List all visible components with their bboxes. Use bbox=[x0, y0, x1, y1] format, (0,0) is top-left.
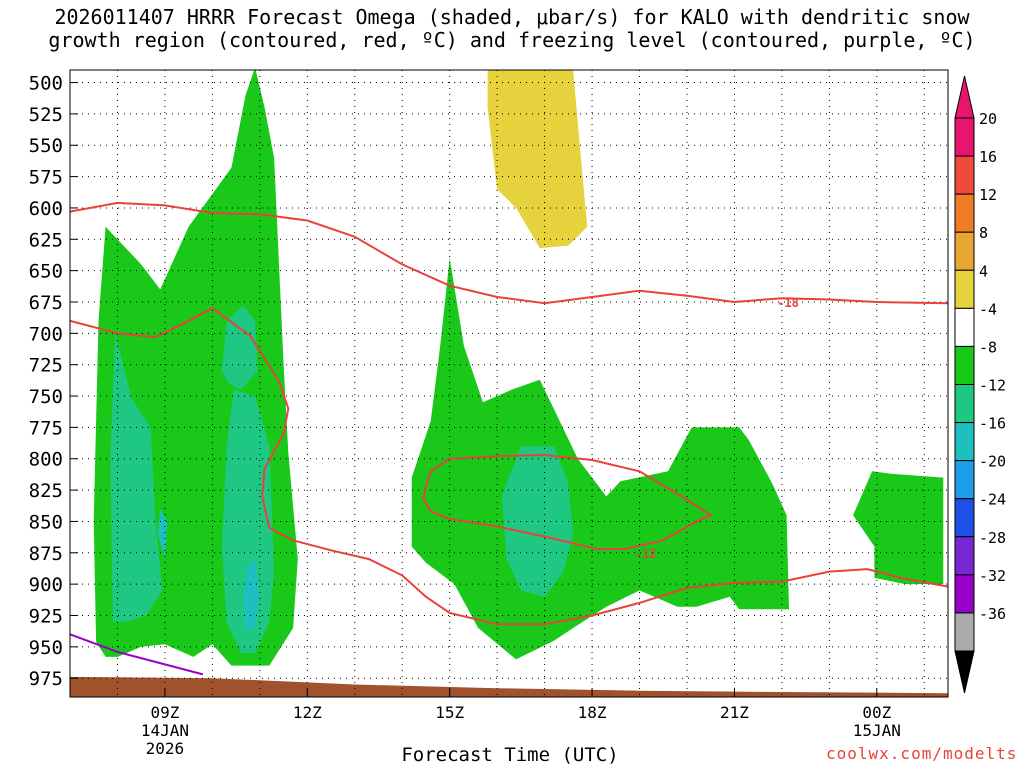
colorbar-swatch-10 bbox=[954, 498, 975, 538]
y-tick-label-775: 775 bbox=[29, 417, 63, 439]
y-tick-label-625: 625 bbox=[29, 229, 63, 251]
terrain-surface bbox=[70, 676, 948, 697]
omega-region-2 bbox=[221, 305, 258, 390]
colorbar-swatch-12 bbox=[954, 574, 975, 614]
contour-layer: -18 -12 bbox=[70, 201, 948, 676]
omega-region-8 bbox=[853, 471, 944, 585]
colorbar-label-11: -28 bbox=[979, 529, 1006, 547]
x-tick-label-21Z: 21Z bbox=[720, 703, 749, 722]
grid-layer bbox=[70, 70, 948, 697]
colorbar-label-0: 20 bbox=[979, 110, 997, 128]
dgz-contour-1 bbox=[70, 307, 948, 626]
colorbar-swatch-2 bbox=[954, 193, 975, 233]
x-tick-date-09Z: 14JAN bbox=[141, 721, 189, 740]
plot-frame bbox=[69, 69, 949, 698]
chart-title: 2026011407 HRRR Forecast Omega (shaded, … bbox=[0, 6, 1024, 52]
source-credit: coolwx.com/modelts bbox=[826, 744, 1018, 763]
omega-region-3 bbox=[221, 389, 275, 654]
omega-region-7 bbox=[501, 446, 574, 597]
colorbar-swatch-13 bbox=[954, 612, 975, 652]
colorbar-swatch-5 bbox=[954, 307, 975, 347]
omega-region-9 bbox=[487, 70, 588, 249]
colorbar-label-3: 8 bbox=[979, 224, 988, 242]
colorbar-label-7: -12 bbox=[979, 377, 1006, 395]
y-tick-label-550: 550 bbox=[29, 135, 63, 157]
chart-title-line-2: growth region (contoured, red, ºC) and f… bbox=[48, 28, 976, 52]
colorbar-label-5: -4 bbox=[979, 300, 997, 318]
y-tick-label-925: 925 bbox=[29, 605, 63, 627]
colorbar-label-8: -16 bbox=[979, 415, 1006, 433]
omega-region-5 bbox=[243, 559, 260, 628]
colorbar-label-13: -36 bbox=[979, 605, 1006, 623]
colorbar-swatch-0 bbox=[954, 117, 975, 157]
y-tick-label-900: 900 bbox=[29, 574, 63, 596]
y-tick-label-750: 750 bbox=[29, 386, 63, 408]
x-tick-year-09Z: 2026 bbox=[146, 739, 185, 758]
colorbar-swatch-6 bbox=[954, 345, 975, 385]
y-tick-label-800: 800 bbox=[29, 449, 63, 471]
y-tick-label-725: 725 bbox=[29, 355, 63, 377]
colorbar-swatch-7 bbox=[954, 384, 975, 424]
y-tick-label-650: 650 bbox=[29, 261, 63, 283]
colorbar-label-2: 12 bbox=[979, 186, 997, 204]
x-tick-label-18Z: 18Z bbox=[578, 703, 607, 722]
y-axis: 500 525 550 575 600 625 650 675 700 725 750 775 800 8… bbox=[29, 73, 78, 690]
omega-region-6 bbox=[411, 258, 789, 660]
x-tick-label-00Z: 00Z bbox=[862, 703, 891, 722]
freezing-level-contour bbox=[70, 633, 204, 676]
y-tick-label-825: 825 bbox=[29, 480, 63, 502]
dgz-contour-2 bbox=[422, 453, 713, 550]
colorbar-swatch-1 bbox=[954, 155, 975, 195]
colorbar-label-4: 4 bbox=[979, 262, 988, 280]
colorbar-label-9: -20 bbox=[979, 453, 1006, 471]
colorbar-top-cap bbox=[954, 75, 975, 119]
colorbar-swatch-9 bbox=[954, 460, 975, 500]
colorbar-bottom-cap bbox=[954, 650, 975, 694]
colorbar-label-6: -8 bbox=[979, 338, 997, 356]
y-tick-label-600: 600 bbox=[29, 198, 63, 220]
y-tick-label-850: 850 bbox=[29, 511, 63, 533]
colorbar-swatch-8 bbox=[954, 422, 975, 462]
omega-shading-layer bbox=[93, 70, 944, 666]
x-tick-label-15Z: 15Z bbox=[435, 703, 464, 722]
x-tick-label-09Z: 09Z bbox=[150, 703, 179, 722]
y-tick-label-575: 575 bbox=[29, 167, 63, 189]
colorbar-label-10: -24 bbox=[979, 491, 1006, 509]
dgz-contour-label-2: -12 bbox=[635, 547, 657, 561]
chart-title-line-1: 2026011407 HRRR Forecast Omega (shaded, … bbox=[54, 5, 970, 29]
terrain-layer bbox=[70, 676, 948, 697]
x-axis-title: Forecast Time (UTC) bbox=[401, 744, 619, 766]
y-tick-label-975: 975 bbox=[29, 668, 63, 690]
omega-colorbar: 20 16 12 8 4 -4 -8 -12 -16 -20 -24 -28 -32 -36 bbox=[954, 75, 1006, 694]
y-tick-label-700: 700 bbox=[29, 323, 63, 345]
colorbar-label-1: 16 bbox=[979, 148, 997, 166]
colorbar-swatch-3 bbox=[954, 231, 975, 271]
dgz-contour-label-0: -18 bbox=[777, 296, 799, 310]
dgz-contour-0 bbox=[70, 201, 948, 305]
y-tick-label-525: 525 bbox=[29, 104, 63, 126]
colorbar-label-12: -32 bbox=[979, 567, 1006, 585]
colorbar-swatch-11 bbox=[954, 536, 975, 576]
y-tick-label-500: 500 bbox=[29, 73, 63, 95]
y-tick-label-675: 675 bbox=[29, 292, 63, 314]
x-tick-date-00Z: 15JAN bbox=[853, 721, 901, 740]
y-tick-label-875: 875 bbox=[29, 543, 63, 565]
colorbar-swatch-4 bbox=[954, 269, 975, 309]
x-tick-label-12Z: 12Z bbox=[293, 703, 322, 722]
omega-region-1 bbox=[110, 333, 163, 622]
y-tick-label-950: 950 bbox=[29, 637, 63, 659]
